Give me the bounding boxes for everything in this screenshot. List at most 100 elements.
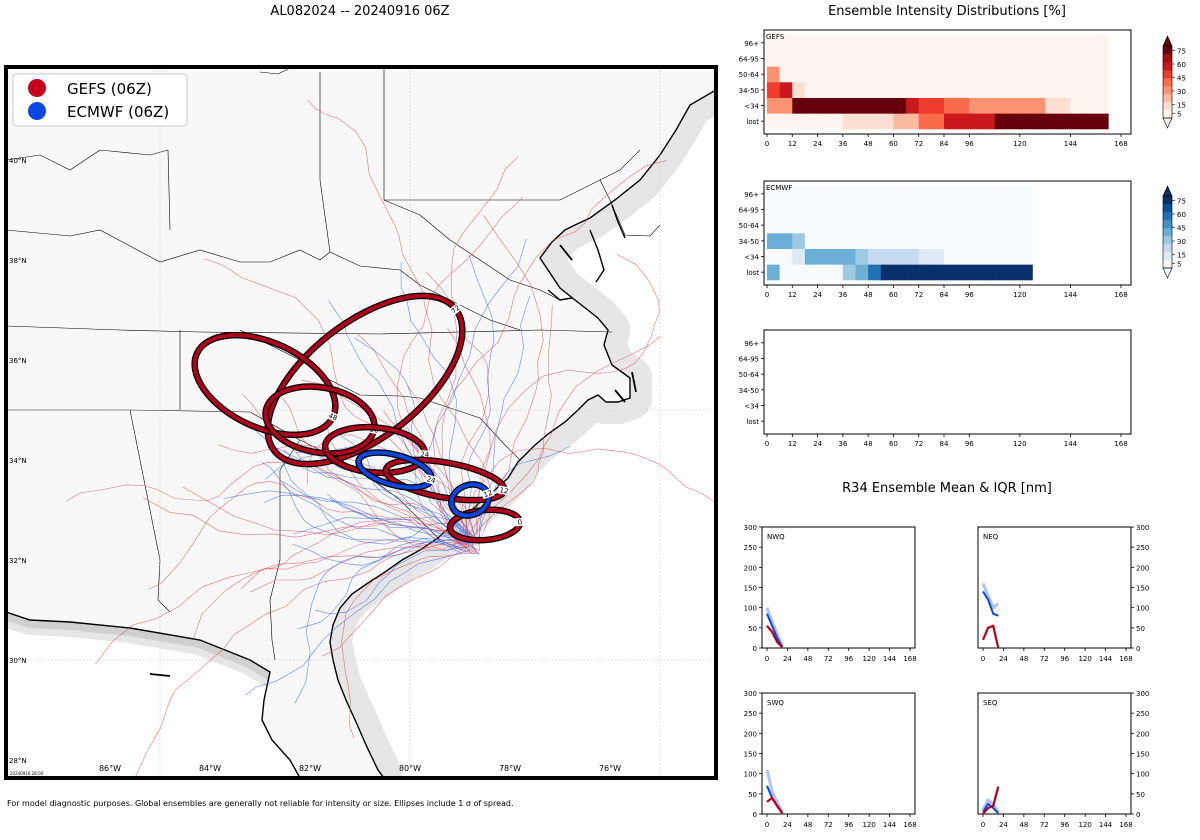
heatmap-cell [792, 97, 806, 114]
r34-title: R34 Ensemble Mean & IQR [nm] [842, 481, 1052, 496]
coastline [329, 89, 716, 778]
heatmap-cell [855, 186, 869, 202]
heatmap-cell [994, 50, 1008, 67]
gefs-mean-line [766, 625, 784, 648]
gefs-ellipse: 24 [321, 423, 432, 477]
y-tick-label: 64-95 [739, 56, 759, 64]
r34-frame [977, 526, 1132, 649]
colorbar-tick-label: 75 [1177, 48, 1186, 56]
heatmap-cell [1007, 113, 1021, 130]
map-title: AL082024 -- 20240916 06Z [270, 4, 450, 19]
heatmap-cell [944, 35, 957, 51]
ecmwf-colorbar: 515 30 45 60 75 [1162, 185, 1186, 279]
heatmap-cell [779, 35, 793, 51]
heatmap-cell [944, 217, 957, 234]
heatmap-cell [969, 201, 983, 218]
heatmap-cell [804, 186, 818, 202]
heatmap-cell [893, 82, 907, 98]
y-tick-label: <34 [744, 254, 759, 262]
ellipse-label: 48 [327, 412, 338, 423]
colorbar-segment [1163, 212, 1172, 221]
heatmap-cell [981, 113, 995, 130]
x-tick-label: 84 [940, 140, 949, 148]
ellipse-label: 24 [420, 450, 430, 459]
x-tick-label: 96 [1060, 655, 1069, 663]
heatmap-cell [1083, 82, 1097, 98]
x-tick-label: 144 [1064, 140, 1078, 148]
colorbar-segment [1163, 260, 1172, 269]
heatmap-cell [804, 82, 818, 98]
ellipse-label-bg [424, 474, 439, 486]
x-tick-label: 120 [862, 821, 875, 829]
heatmap-cell [792, 248, 806, 265]
heatmap-cell [931, 201, 945, 218]
heatmap-cell [817, 233, 831, 249]
heatmap-cell [906, 186, 920, 202]
heatmap-cell [792, 233, 806, 249]
x-tick-label: 0 [765, 440, 769, 448]
land [6, 67, 716, 778]
heatmap-cell [868, 113, 882, 130]
heatmap-cell [893, 233, 907, 249]
x-tick-label: 120 [862, 655, 875, 663]
x-tick-label: 0 [765, 291, 769, 299]
heatmap-cell [1019, 66, 1033, 83]
y-tick-label: 200 [744, 730, 757, 738]
x-tick-label: 0 [765, 140, 769, 148]
heatmap-frame [763, 29, 1132, 135]
heatmap-cell [804, 233, 818, 249]
x-tick-label: 48 [864, 440, 873, 448]
x-tick-label: 84 [940, 440, 949, 448]
x-tick-label: 12 [788, 140, 797, 148]
ecmwf-legend-marker [28, 102, 46, 120]
ensemble-track [341, 553, 478, 738]
y-tick-label: 250 [1136, 544, 1149, 552]
gefs-ellipse: 12 [382, 456, 511, 504]
heatmap-cell [1083, 97, 1097, 114]
heatmap-cell [994, 35, 1008, 51]
colorbar-segment [1163, 220, 1172, 229]
x-tick-label: 84 [940, 291, 949, 299]
heatmap-cell [1095, 97, 1109, 114]
x-tick-label: 96 [844, 655, 853, 663]
lat-label: 32°N [9, 557, 27, 565]
x-tick-label: 144 [883, 655, 897, 663]
heatmap-cell [956, 66, 970, 83]
x-tick-label: 120 [1013, 291, 1026, 299]
heatmap-cell [906, 35, 920, 51]
heatmap-cell [1083, 113, 1097, 130]
heatmap-cell [842, 82, 856, 98]
heatmap-cell [792, 35, 806, 51]
heatmap-cell [817, 35, 831, 51]
r34-panel-seq: SEQ 0 50 100 150 200 250 300 0 24 48 72 96 120 144 168 [977, 690, 1149, 829]
heatmap-cell [1095, 35, 1109, 51]
y-tick-label: 300 [744, 690, 757, 698]
ellipse-label-bg [480, 487, 495, 500]
colorbar-tick-label: 30 [1177, 88, 1186, 96]
ensemble-track [245, 549, 470, 696]
heatmap-cell [956, 113, 970, 130]
ecmwf-ellipse: 24 [355, 449, 439, 491]
heatmap-cell [830, 248, 844, 265]
heatmap-cell [804, 217, 818, 234]
heatmap-cell [767, 233, 780, 249]
x-tick-label: 120 [1078, 655, 1091, 663]
heatmap-cell [956, 82, 970, 98]
heatmap-cell [830, 233, 844, 249]
heatmap-cell [817, 248, 831, 265]
y-tick-label: 50-64 [739, 71, 760, 79]
lon-label: 82°W [299, 764, 321, 773]
heatmap-cell [1083, 66, 1097, 83]
heatmap-cell [792, 82, 806, 98]
heatmap-cell [880, 233, 894, 249]
heatmap-cell [918, 66, 932, 83]
ecmwf-intensity-heatmap: ECMWF lost <34 34-50 50-64 64-95 96+ 0 12 24 36 48 6… [739, 180, 1132, 299]
heatmap-cell [994, 113, 1008, 130]
colorbar-segment [1163, 102, 1172, 111]
heatmap-cell [931, 113, 945, 130]
heatmap-cell [880, 113, 894, 130]
r34-frame [977, 692, 1132, 815]
ensemble-track [315, 541, 478, 615]
